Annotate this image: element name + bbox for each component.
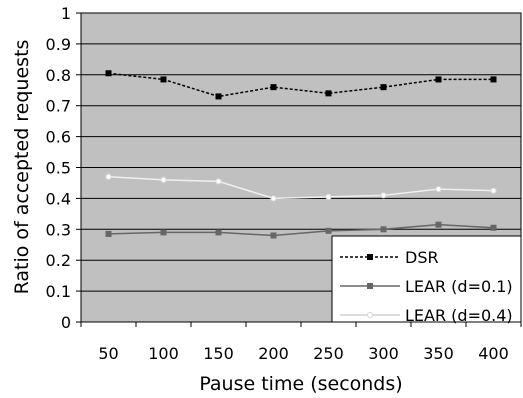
y-tick-label: 0 <box>61 313 71 332</box>
x-tick-label: 400 <box>478 344 509 363</box>
data-point <box>270 84 277 91</box>
legend-items: DSR LEAR (d=0.1) LEAR (d=0.4) <box>340 248 513 325</box>
data-point <box>325 227 332 234</box>
data-point <box>490 76 497 83</box>
y-tick-label: 0.3 <box>46 220 71 239</box>
series-0 <box>105 70 497 100</box>
data-point <box>435 221 442 228</box>
legend: DSR LEAR (d=0.1) LEAR (d=0.4) <box>331 235 522 325</box>
data-point <box>490 187 497 194</box>
data-point <box>380 84 387 91</box>
data-point <box>435 76 442 83</box>
x-tick-label: 50 <box>98 344 118 363</box>
data-point <box>160 176 167 183</box>
x-tick-label: 350 <box>423 344 454 363</box>
y-axis-ticks: 0 0.1 0.2 0.3 0.4 0.5 0.6 0.7 0.8 0.9 1 <box>46 4 81 332</box>
legend-label: LEAR (d=0.4) <box>405 306 513 325</box>
series-2 <box>105 173 497 202</box>
legend-marker <box>366 311 374 319</box>
data-point <box>380 226 387 233</box>
legend-item-1: LEAR (d=0.1) <box>340 277 513 296</box>
legend-label: LEAR (d=0.1) <box>405 277 513 296</box>
series-1 <box>105 221 497 239</box>
series-line <box>108 72 494 98</box>
legend-item-2: LEAR (d=0.4) <box>340 306 513 325</box>
legend-box <box>331 235 522 323</box>
data-point <box>380 192 387 199</box>
y-tick-label: 1 <box>61 4 71 23</box>
series-line <box>108 176 494 200</box>
data-point <box>105 230 112 237</box>
data-point <box>160 76 167 83</box>
data-point <box>105 70 112 77</box>
data-point <box>490 224 497 231</box>
y-tick-label: 0.9 <box>46 35 71 54</box>
x-tick-label: 200 <box>258 344 289 363</box>
legend-label: DSR <box>405 248 439 267</box>
x-tick-label: 150 <box>203 344 234 363</box>
data-point <box>270 232 277 239</box>
legend-marker <box>367 283 373 289</box>
y-tick-label: 0.8 <box>46 66 71 85</box>
series-line <box>108 223 494 237</box>
data-point <box>105 173 112 180</box>
legend-marker <box>367 254 373 260</box>
y-tick-label: 0.4 <box>46 189 71 208</box>
data-point <box>270 195 277 202</box>
data-point <box>325 193 332 200</box>
legend-item-0: DSR <box>340 248 439 267</box>
x-axis-ticks: 50 100 150 200 250 300 350 400 <box>80 322 522 363</box>
data-point <box>325 90 332 97</box>
x-tick-label: 300 <box>368 344 399 363</box>
y-tick-label: 0.2 <box>46 251 71 270</box>
y-tick-label: 0.5 <box>46 159 71 178</box>
data-point <box>215 178 222 185</box>
x-axis-title: Pause time (seconds) <box>199 373 402 395</box>
y-axis-title: Ratio of accepted requests <box>11 40 33 295</box>
y-tick-label: 0.1 <box>46 282 71 301</box>
x-tick-label: 100 <box>148 344 179 363</box>
data-point <box>215 229 222 236</box>
data-point <box>160 229 167 236</box>
x-tick-label: 250 <box>313 344 344 363</box>
data-point <box>435 186 442 193</box>
series-layer <box>105 70 497 239</box>
y-tick-label: 0.6 <box>46 128 71 147</box>
y-tick-label: 0.7 <box>46 97 71 116</box>
data-point <box>215 93 222 100</box>
